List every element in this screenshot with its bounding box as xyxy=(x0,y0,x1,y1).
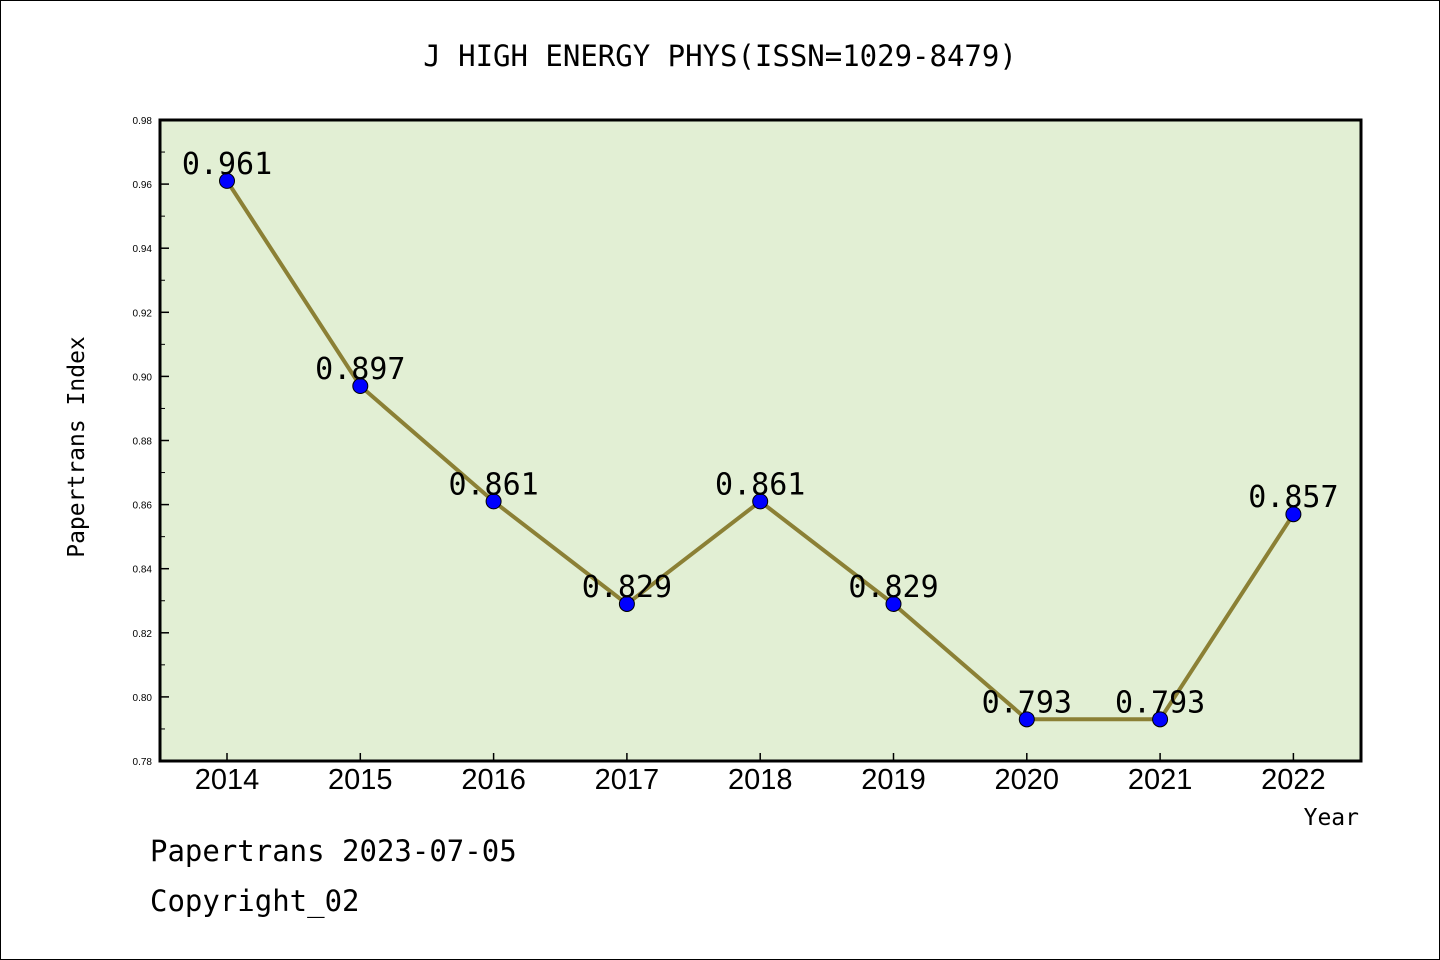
data-label: 0.829 xyxy=(848,570,938,605)
data-label: 0.961 xyxy=(182,147,272,182)
x-tick-label: 2014 xyxy=(195,764,260,796)
y-tick-label: 0.84 xyxy=(133,565,153,576)
data-label: 0.829 xyxy=(582,570,672,605)
x-tick-label: 2020 xyxy=(995,764,1060,796)
data-point xyxy=(485,493,502,510)
y-axis: 0.78 0.80 0.82 0.84 0.86 0.88 0.90 0.92 0.94 0.96… xyxy=(133,116,169,768)
data-label: 0.861 xyxy=(715,467,805,502)
x-tick-label: 2015 xyxy=(328,764,393,796)
x-tick-label: 2018 xyxy=(728,764,793,796)
data-label: 0.861 xyxy=(448,467,538,502)
data-labels: 0.961 0.897 0.861 0.829 0.861 0.829 0.793 0.793… xyxy=(182,147,1339,720)
y-tick-label: 0.90 xyxy=(133,372,153,383)
data-point xyxy=(752,493,769,510)
x-axis: 2014 2015 2016 2017 2018 2019 2020 2021 2022 xyxy=(195,753,1326,796)
data-label: 0.897 xyxy=(315,352,405,387)
data-point xyxy=(618,595,635,612)
data-point xyxy=(885,595,902,612)
y-axis-label: Papertrans Index xyxy=(64,336,90,558)
y-tick-label: 0.96 xyxy=(133,180,153,191)
plot-area xyxy=(158,118,1363,763)
x-tick-label: 2019 xyxy=(861,764,926,796)
series-markers xyxy=(219,172,1302,728)
x-tick-label: 2017 xyxy=(595,764,660,796)
x-tick-label: 2022 xyxy=(1261,764,1326,796)
data-label: 0.857 xyxy=(1248,480,1338,515)
y-tick-label: 0.98 xyxy=(133,116,153,127)
data-point xyxy=(1018,711,1035,728)
y-tick-label: 0.78 xyxy=(133,757,153,768)
y-tick-label: 0.94 xyxy=(133,244,153,255)
data-label: 0.793 xyxy=(982,685,1072,720)
chart-title: J HIGH ENERGY PHYS(ISSN=1029-8479) xyxy=(423,39,1017,73)
y-tick-label: 0.88 xyxy=(133,437,153,448)
data-point xyxy=(352,378,369,395)
data-label: 0.793 xyxy=(1115,685,1205,720)
footer-date: Papertrans 2023-07-05 xyxy=(150,834,517,868)
y-tick-label: 0.92 xyxy=(133,308,153,319)
y-tick-label: 0.82 xyxy=(133,629,153,640)
y-tick-label: 0.86 xyxy=(133,501,153,512)
x-tick-label: 2021 xyxy=(1128,764,1193,796)
x-axis-label: Year xyxy=(1304,805,1359,831)
x-tick-label: 2016 xyxy=(461,764,526,796)
y-tick-label: 0.80 xyxy=(133,693,153,704)
data-point xyxy=(1285,506,1302,523)
data-point xyxy=(1152,711,1169,728)
data-point xyxy=(219,172,235,189)
footer-copyright: Copyright_02 xyxy=(150,884,360,918)
